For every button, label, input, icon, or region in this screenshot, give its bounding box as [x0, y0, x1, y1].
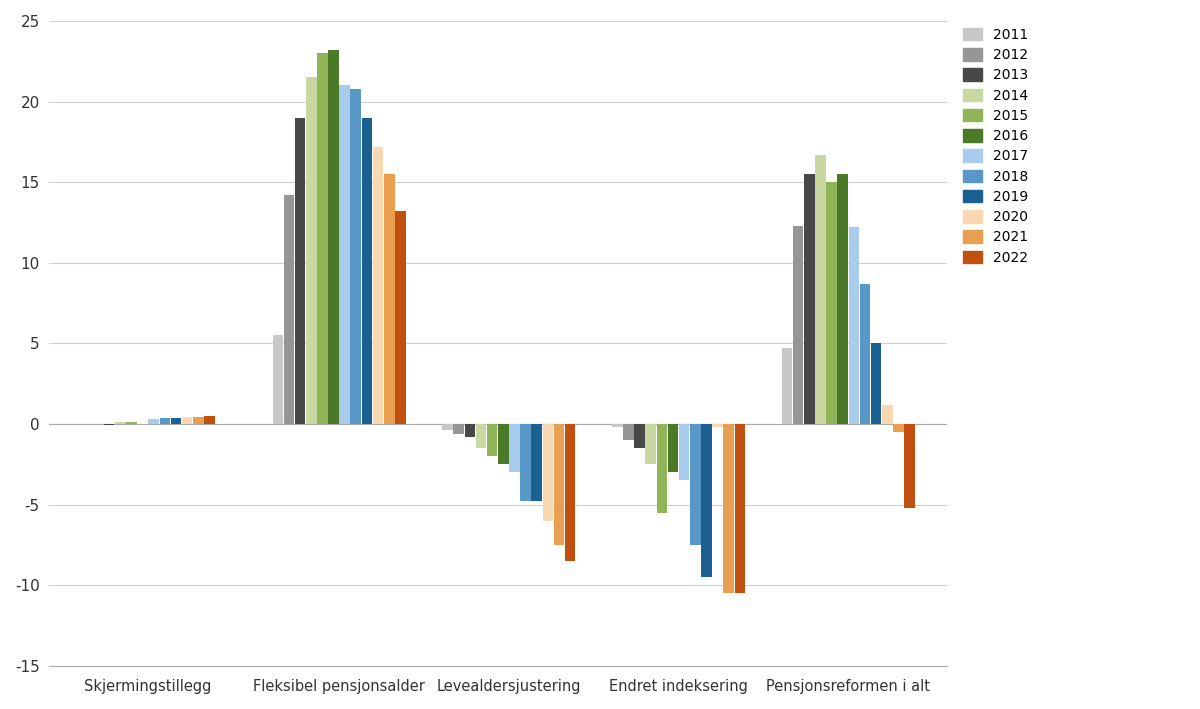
Bar	[395, 211, 406, 424]
Bar	[329, 50, 338, 424]
Bar	[713, 424, 722, 428]
Bar	[542, 424, 553, 520]
Bar	[170, 418, 181, 424]
Bar	[350, 89, 361, 424]
Bar	[781, 348, 792, 424]
Bar	[793, 225, 804, 424]
Bar	[859, 284, 870, 424]
Bar	[295, 118, 306, 424]
Bar	[317, 53, 328, 424]
Bar	[182, 417, 192, 424]
Bar	[905, 424, 914, 508]
Bar	[204, 416, 215, 424]
Bar	[149, 419, 160, 424]
Bar	[635, 424, 644, 448]
Bar	[724, 424, 734, 593]
Bar	[679, 424, 690, 481]
Bar	[623, 424, 634, 440]
Bar	[104, 424, 114, 425]
Bar	[126, 422, 137, 424]
Bar	[521, 424, 530, 501]
Bar	[656, 424, 667, 513]
Bar	[838, 174, 848, 424]
Bar	[553, 424, 564, 545]
Bar	[804, 174, 815, 424]
Bar	[815, 155, 826, 424]
Bar	[848, 228, 859, 424]
Bar	[475, 424, 486, 448]
Bar	[734, 424, 745, 593]
Bar	[193, 417, 204, 424]
Bar	[454, 424, 464, 434]
Bar	[487, 424, 498, 457]
Bar	[532, 424, 542, 501]
Bar	[565, 424, 575, 561]
Bar	[667, 424, 678, 472]
Bar	[871, 343, 882, 424]
Bar	[283, 195, 294, 424]
Bar	[443, 424, 452, 430]
Bar	[160, 418, 170, 424]
Legend: 2011, 2012, 2013, 2014, 2015, 2016, 2017, 2018, 2019, 2020, 2021, 2022: 2011, 2012, 2013, 2014, 2015, 2016, 2017…	[962, 28, 1028, 264]
Bar	[882, 405, 893, 424]
Bar	[827, 182, 836, 424]
Bar	[340, 86, 350, 424]
Bar	[115, 423, 126, 424]
Bar	[701, 424, 712, 577]
Bar	[373, 147, 383, 424]
Bar	[893, 424, 904, 432]
Bar	[612, 424, 623, 428]
Bar	[384, 174, 395, 424]
Bar	[509, 424, 520, 472]
Bar	[646, 424, 656, 464]
Bar	[361, 118, 372, 424]
Bar	[306, 77, 317, 424]
Bar	[498, 424, 509, 464]
Bar	[464, 424, 475, 437]
Bar	[272, 335, 283, 424]
Bar	[690, 424, 701, 545]
